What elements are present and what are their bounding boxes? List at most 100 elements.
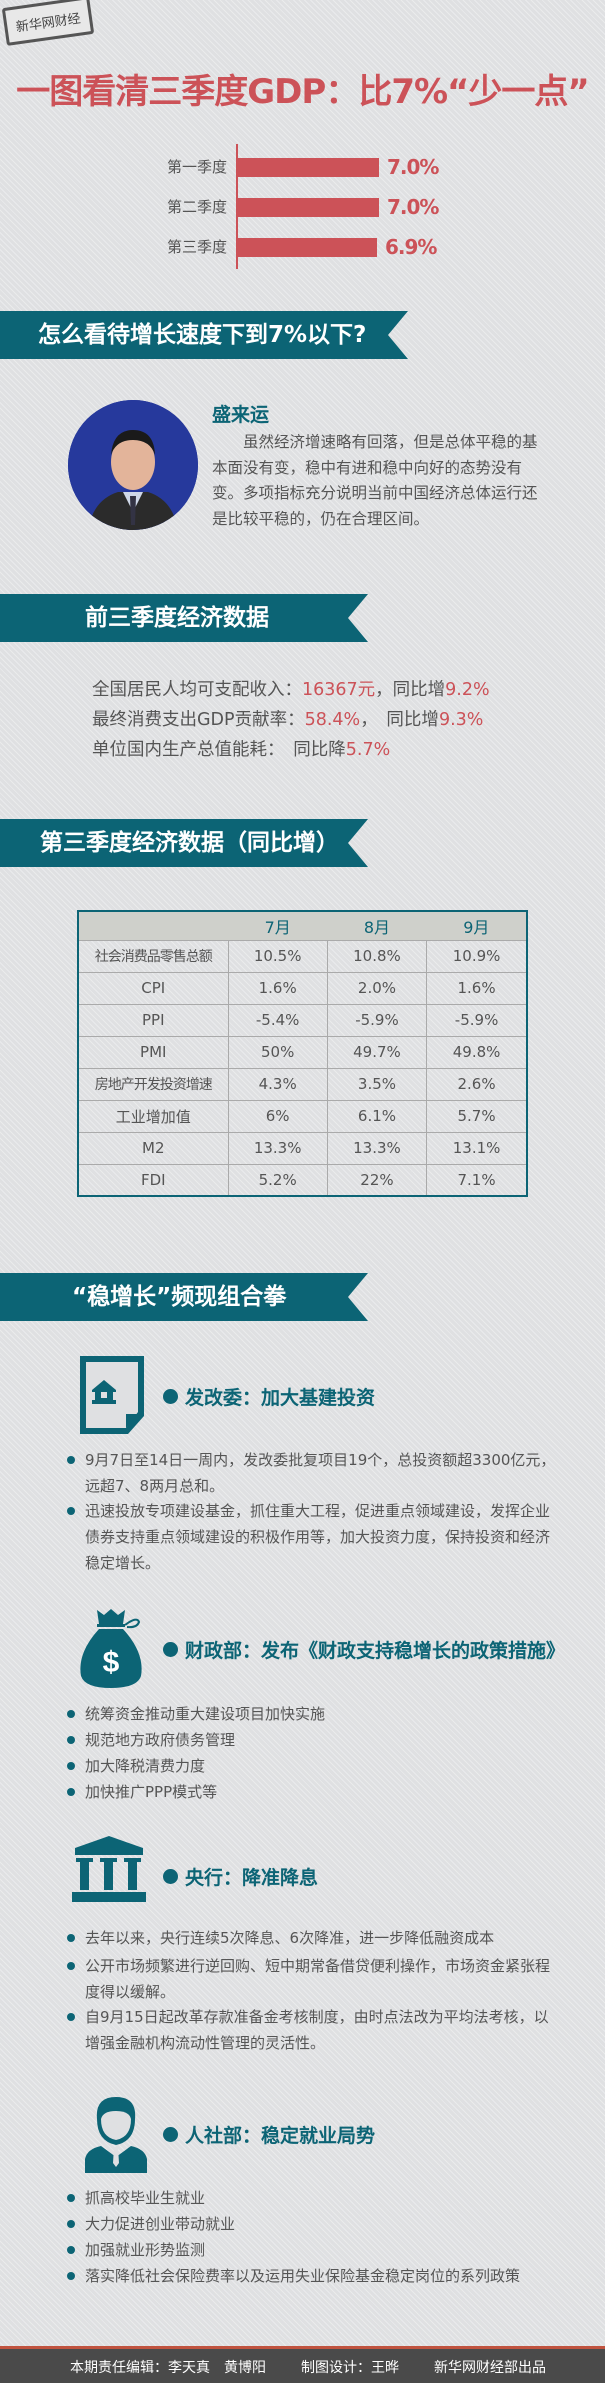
table-cell: 50%	[227, 1035, 328, 1069]
table-cell: -5.9%	[326, 1003, 428, 1037]
xinhua-finance-logo: 新华网财经	[1, 0, 95, 46]
table-cell: 7.1%	[426, 1163, 528, 1197]
row-label: FDI	[77, 1163, 229, 1197]
stat-value: 58.4%	[304, 710, 361, 730]
table-cell: 5.2%	[227, 1163, 328, 1197]
bullet-item: 统筹资金推动重大建设项目加快实施	[66, 1701, 558, 1727]
stat-change-value: 9.3%	[438, 710, 484, 730]
row-label: CPI	[77, 971, 229, 1005]
table-row: 社会消费品零售总额 10.5% 10.8% 10.9%	[77, 939, 528, 973]
table-cell: -5.9%	[426, 1003, 528, 1037]
bar	[238, 158, 379, 177]
bullet-item: 公开市场频繁进行逆回购、短中期常备借贷便利操作，市场资金紧张程度得以缓解。	[66, 1953, 558, 2005]
row-label: PMI	[77, 1035, 229, 1069]
speaker-photo	[68, 400, 198, 530]
table-cell: 5.7%	[426, 1099, 528, 1133]
page-title: 一图看清三季度GDP：比7%“少一点”	[16, 72, 589, 112]
table-cell: 49.8%	[426, 1035, 528, 1069]
table-cell: 13.3%	[326, 1131, 428, 1165]
table-cell: 10.5%	[227, 939, 328, 973]
stat-line: 全国居民人均可支配收入：16367元，同比增9.2%	[92, 676, 490, 701]
stat-change-label: ， 同比增	[360, 710, 439, 730]
table-row: 工业增加值 6% 6.1% 5.7%	[77, 1099, 528, 1133]
bullet-item: 加强就业形势监测	[66, 2237, 558, 2263]
table-cell: 3.5%	[326, 1067, 428, 1101]
footer-design: 制图设计：王晔	[301, 2360, 399, 2376]
footer-editors: 本期责任编辑：李天真 黄博阳	[70, 2360, 266, 2376]
group-heading-text: 人社部：稳定就业局势	[185, 2125, 376, 2147]
bullet-dot-icon	[163, 1869, 178, 1884]
table-cell: 22%	[326, 1163, 428, 1197]
table-cell: 1.6%	[426, 971, 528, 1005]
bar	[238, 238, 377, 257]
stat-line: 最终消费支出GDP贡献率：58.4%， 同比增9.3%	[92, 706, 483, 731]
bullet-dot-icon	[163, 1642, 178, 1657]
table-cell: 13.3%	[227, 1131, 328, 1165]
table-row: PMI 50% 49.7% 49.8%	[77, 1035, 528, 1069]
row-label: 房地产开发投资增速	[77, 1067, 229, 1101]
bullet-item: 规范地方政府债务管理	[66, 1727, 558, 1753]
group-heading: 人社部：稳定就业局势	[163, 2121, 375, 2148]
group-heading-text: 央行：降准降息	[185, 1867, 319, 1889]
bullet-item: 去年以来，央行连续5次降息、6次降准，进一步降低融资成本	[66, 1925, 558, 1951]
row-label: M2	[77, 1131, 229, 1165]
section-banner-q3-data: 第三季度经济数据（同比增）	[0, 819, 368, 867]
group-heading: 发改委：加大基建投资	[163, 1383, 375, 1410]
table-cell: 4.3%	[227, 1067, 328, 1101]
row-label: PPI	[77, 1003, 229, 1037]
stat-line: 单位国内生产总值能耗： 同比降5.7%	[92, 736, 390, 761]
table-cell: 49.7%	[326, 1035, 428, 1069]
group-heading-text: 财政部：发布《财政支持稳增长的政策措施》	[185, 1640, 566, 1662]
bar-value-label: 6.9%	[384, 235, 437, 259]
bullet-item: 大力促进创业带动就业	[66, 2211, 558, 2237]
bar-value-label: 7.0%	[387, 195, 439, 219]
bullet-item: 加大降税清费力度	[66, 1753, 558, 1779]
stat-value: 16367元	[302, 680, 376, 700]
table-cell: 2.6%	[426, 1067, 528, 1101]
q3-data-table: 7月 8月 9月 社会消费品零售总额 10.5% 10.8% 10.9% CPI 1.6% 2.0…	[77, 910, 528, 1197]
bar-value-label: 7.0%	[387, 155, 439, 179]
table-cell: 6%	[227, 1099, 328, 1133]
section-banner-growth: 怎么看待增长速度下到7%以下?	[0, 311, 408, 359]
stat-change-label: ，同比增	[375, 680, 446, 700]
table-cell: 10.8%	[326, 939, 428, 973]
table-header: 9月	[426, 911, 527, 940]
money-bag-icon: $	[77, 1608, 145, 1692]
section-banner-three-quarters: 前三季度经济数据	[0, 594, 368, 642]
table-row: 房地产开发投资增速 4.3% 3.5% 2.6%	[77, 1067, 528, 1101]
table-row: FDI 5.2% 22% 7.1%	[77, 1163, 528, 1197]
bullet-item: 抓高校毕业生就业	[66, 2185, 558, 2211]
footer-producer: 新华网财经部出品	[434, 2360, 546, 2376]
table-row: CPI 1.6% 2.0% 1.6%	[77, 971, 528, 1005]
chart-axis	[236, 144, 238, 269]
stat-label: 最终消费支出GDP贡献率：	[92, 710, 305, 730]
stat-label: 单位国内生产总值能耗：	[92, 740, 276, 760]
table-cell: 6.1%	[326, 1099, 428, 1133]
table-header	[78, 911, 228, 940]
row-label: 社会消费品零售总额	[77, 939, 229, 973]
bar-label: 第一季度	[166, 158, 227, 176]
group-heading: 央行：降准降息	[163, 1863, 318, 1890]
bullet-item: 加快推广PPP模式等	[66, 1779, 558, 1805]
section-banner-growth-measures: “稳增长”频现组合拳	[0, 1273, 368, 1321]
table-row: M2 13.3% 13.3% 13.1%	[77, 1131, 528, 1165]
stat-label: 全国居民人均可支配收入：	[92, 680, 302, 700]
table-cell: 1.6%	[227, 971, 328, 1005]
table-cell: 10.9%	[426, 939, 528, 973]
person-icon	[85, 2097, 147, 2177]
speaker-name: 盛来运	[212, 404, 270, 426]
table-cell: -5.4%	[227, 1003, 328, 1037]
group-heading: 财政部：发布《财政支持稳增长的政策措施》	[163, 1636, 565, 1663]
table-header: 7月	[228, 911, 328, 940]
table-cell: 13.1%	[426, 1131, 528, 1165]
svg-text:$: $	[103, 1646, 120, 1679]
footer: 本期责任编辑：李天真 黄博阳 制图设计：王晔 新华网财经部出品	[0, 2349, 605, 2383]
bullet-dot-icon	[163, 2127, 178, 2142]
group-heading-text: 发改委：加大基建投资	[185, 1387, 376, 1409]
row-label: 工业增加值	[77, 1099, 229, 1133]
bar	[238, 198, 379, 217]
stat-change-value: 5.7%	[345, 740, 391, 760]
bar-label: 第三季度	[166, 238, 227, 256]
bullet-dot-icon	[163, 1389, 178, 1404]
